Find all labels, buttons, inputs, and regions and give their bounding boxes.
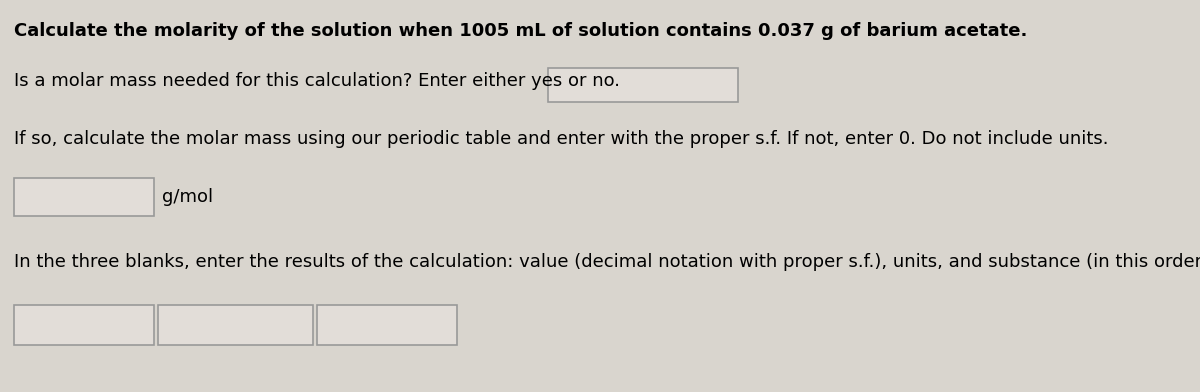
Text: Calculate the molarity of the solution when 1005 mL of solution contains 0.037 g: Calculate the molarity of the solution w… — [14, 22, 1027, 40]
Text: g/mol: g/mol — [162, 188, 214, 206]
Text: In the three blanks, enter the results of the calculation: value (decimal notati: In the three blanks, enter the results o… — [14, 253, 1200, 271]
Text: Is a molar mass needed for this calculation? Enter either yes or no.: Is a molar mass needed for this calculat… — [14, 72, 620, 90]
FancyBboxPatch shape — [14, 178, 154, 216]
FancyBboxPatch shape — [158, 305, 313, 345]
FancyBboxPatch shape — [14, 305, 154, 345]
Text: If so, calculate the molar mass using our periodic table and enter with the prop: If so, calculate the molar mass using ou… — [14, 130, 1109, 148]
FancyBboxPatch shape — [548, 68, 738, 102]
FancyBboxPatch shape — [317, 305, 457, 345]
